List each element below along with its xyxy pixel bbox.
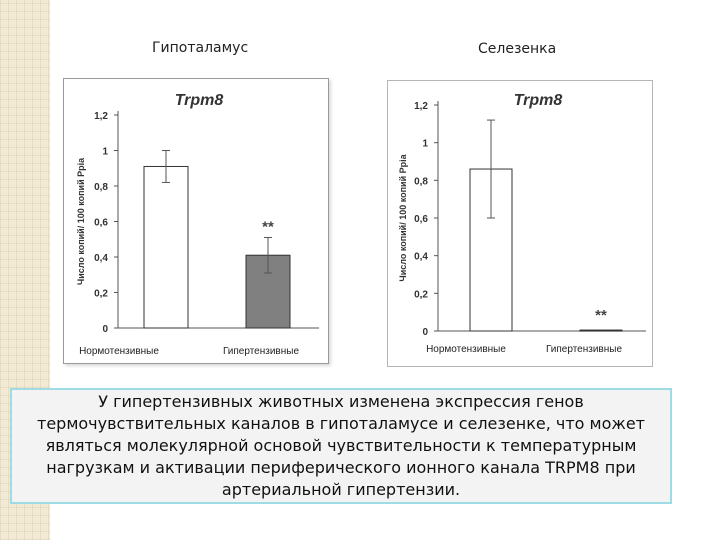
significance-label: ** <box>262 218 274 235</box>
caption-box: У гипертензивных животных изменена экспр… <box>10 388 672 504</box>
y-tick-label: 0,8 <box>414 176 428 187</box>
y-tick-label: 1 <box>422 139 428 150</box>
bar <box>579 329 623 332</box>
chart-title: Trpm8 <box>175 92 224 109</box>
category-label: Гипертензивные <box>223 346 300 357</box>
significance-label: ** <box>595 307 607 324</box>
chart-spleen: Trpm8 Число копий/ 100 копий Ppia 0 0,2 0,4 0… <box>387 80 653 367</box>
bar <box>143 165 189 329</box>
y-tick-label: 0,2 <box>94 289 108 300</box>
panel-title-hypothalamus: Гипоталамус <box>152 40 249 56</box>
y-tick-label: 0,2 <box>414 289 428 300</box>
chart-svg-hypothalamus: Trpm8 Число копий/ 100 копий Ppia 0 0,2 0,4 0… <box>76 92 319 357</box>
y-tick-label: 0,8 <box>94 182 108 193</box>
category-label: Гипертензивные <box>546 344 623 355</box>
y-tick-label: 0 <box>102 324 108 335</box>
caption-text: У гипертензивных животных изменена экспр… <box>37 392 645 499</box>
y-tick-label: 1 <box>102 147 108 158</box>
chart-svg-spleen: Trpm8 Число копий/ 100 копий Ppia 0 0,2 0,4 0… <box>398 92 646 355</box>
category-label: Нормотензивные <box>426 344 506 355</box>
y-axis-label: Число копий/ 100 копий Ppia <box>76 157 86 285</box>
chart-hypothalamus: Trpm8 Число копий/ 100 копий Ppia 0 0,2 0,4 0… <box>63 78 329 364</box>
y-tick-label: 0,4 <box>414 252 428 263</box>
y-tick-label: 0 <box>422 327 428 338</box>
decorative-strip <box>0 0 50 540</box>
category-label: Нормотензивные <box>79 346 159 357</box>
chart-title: Trpm8 <box>514 92 563 109</box>
y-tick-label: 0,4 <box>94 253 108 264</box>
y-axis-label: Число копий/ 100 копий Ppia <box>398 153 408 281</box>
panel-title-spleen: Селезенка <box>478 41 557 57</box>
y-tick-label: 0,6 <box>94 218 108 229</box>
y-tick-label: 1,2 <box>414 101 428 112</box>
y-tick-label: 1,2 <box>94 111 108 122</box>
y-tick-label: 0,6 <box>414 214 428 225</box>
